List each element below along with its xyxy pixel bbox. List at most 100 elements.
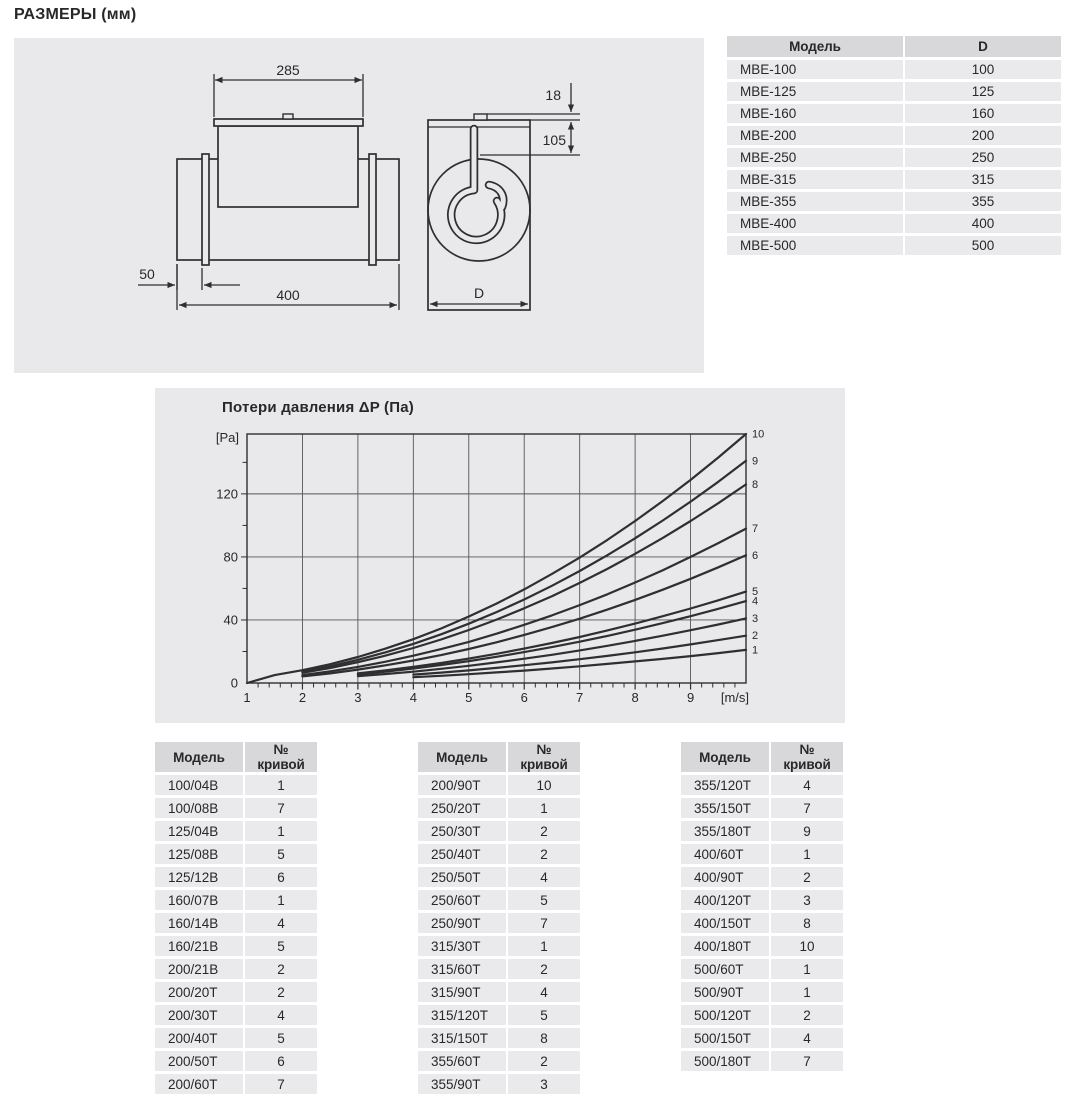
value-cell: 4 <box>245 1005 317 1025</box>
model-cell: 355/60Т <box>418 1051 506 1071</box>
value-cell: 5 <box>508 890 580 910</box>
curve-10 <box>245 432 748 685</box>
table-row: 160/21В 5 <box>155 936 317 956</box>
value-cell: 5 <box>508 1005 580 1025</box>
model-cell: МВЕ-160 <box>727 104 903 123</box>
curve-label-5: 5 <box>752 586 758 598</box>
model-cell: 315/150Т <box>418 1028 506 1048</box>
value-cell: 9 <box>771 821 843 841</box>
value-cell: 1 <box>245 890 317 910</box>
value-cell: 2 <box>771 1005 843 1025</box>
curve-table-3: Модель № кривой 355/120Т 4 355/150Т 7 355/180Т… <box>679 739 845 1074</box>
model-cell: 100/08В <box>155 798 243 818</box>
curve-4 <box>356 600 748 676</box>
table-row: 125/04В 1 <box>155 821 317 841</box>
table-row: 400/120Т 3 <box>681 890 843 910</box>
value-cell: 125 <box>905 82 1061 101</box>
chart-title: Потери давления ΔP (Па) <box>222 399 414 416</box>
model-cell: 160/07В <box>155 890 243 910</box>
table-row: МВЕ-160 160 <box>727 104 1061 123</box>
value-cell: 500 <box>905 236 1061 255</box>
value-cell: 8 <box>508 1028 580 1048</box>
table-row: 400/90Т 2 <box>681 867 843 887</box>
table-row: 200/30Т 4 <box>155 1005 317 1025</box>
table-row: 160/14В 4 <box>155 913 317 933</box>
value-cell: 2 <box>508 1051 580 1071</box>
table-row: МВЕ-200 200 <box>727 126 1061 145</box>
model-cell: 500/90Т <box>681 982 769 1002</box>
header-row: Модель № кривой <box>155 742 317 772</box>
table-row: 200/60Т 7 <box>155 1074 317 1094</box>
table-row: 315/150Т 8 <box>418 1028 580 1048</box>
value-cell: 2 <box>508 959 580 979</box>
value-cell: 1 <box>508 798 580 818</box>
value-cell: 100 <box>905 60 1061 79</box>
value-cell: 2 <box>508 844 580 864</box>
curve-6 <box>301 554 748 678</box>
terminal-box-lid <box>213 118 364 127</box>
terminal-box <box>217 125 359 208</box>
table-row: 250/20Т 1 <box>418 798 580 818</box>
table-row: 100/08В 7 <box>155 798 317 818</box>
model-cell: МВЕ-500 <box>727 236 903 255</box>
model-cell: 500/180Т <box>681 1051 769 1071</box>
curve-9 <box>301 459 748 673</box>
value-cell: 7 <box>508 913 580 933</box>
value-cell: 1 <box>771 844 843 864</box>
column-header: № кривой <box>508 742 580 772</box>
value-cell: 5 <box>245 1028 317 1048</box>
heating-element <box>446 124 508 245</box>
model-cell: 250/60Т <box>418 890 506 910</box>
model-cell: 400/60Т <box>681 844 769 864</box>
table-row: 250/40Т 2 <box>418 844 580 864</box>
side-view <box>176 113 400 266</box>
header-row: Модель № кривой <box>681 742 843 772</box>
value-cell: 1 <box>245 775 317 795</box>
value-cell: 4 <box>508 982 580 1002</box>
column-header: Модель <box>681 742 769 772</box>
curve-label-9: 9 <box>752 455 758 467</box>
model-cell: 160/21В <box>155 936 243 956</box>
column-header: № кривой <box>771 742 843 772</box>
table-row: МВЕ-125 125 <box>727 82 1061 101</box>
table-row: 200/90Т 10 <box>418 775 580 795</box>
y-tick-label: 120 <box>216 486 238 501</box>
table-row: МВЕ-355 355 <box>727 192 1061 211</box>
table-row: 125/12В 6 <box>155 867 317 887</box>
dim-text-diameter: D <box>474 285 484 301</box>
front-view-dimensions <box>430 83 580 308</box>
x-tick-label: 1 <box>243 690 250 705</box>
model-cell: 200/20Т <box>155 982 243 1002</box>
y-tick-label: 80 <box>224 549 238 564</box>
model-cell: 125/04В <box>155 821 243 841</box>
value-cell: 4 <box>771 1028 843 1048</box>
model-cell: МВЕ-250 <box>727 148 903 167</box>
model-cell: 400/120Т <box>681 890 769 910</box>
model-cell: МВЕ-355 <box>727 192 903 211</box>
model-cell: 315/60Т <box>418 959 506 979</box>
model-cell: 200/50Т <box>155 1051 243 1071</box>
table-row: 315/30Т 1 <box>418 936 580 956</box>
dimension-drawing: 285 50 400 18 105 D <box>138 62 580 311</box>
model-cell: МВЕ-400 <box>727 214 903 233</box>
model-cell: 400/150Т <box>681 913 769 933</box>
curve-2 <box>412 634 748 676</box>
table-row: 315/90Т 4 <box>418 982 580 1002</box>
table-row: МВЕ-315 315 <box>727 170 1061 189</box>
front-lid-nub <box>473 113 488 121</box>
y-axis-unit: [Pa] <box>216 430 239 445</box>
model-cell: 400/180Т <box>681 936 769 956</box>
x-tick-label: 5 <box>465 690 472 705</box>
table-row: 500/90Т 1 <box>681 982 843 1002</box>
value-cell: 7 <box>245 798 317 818</box>
table-row: 500/60Т 1 <box>681 959 843 979</box>
side-view-dimensions <box>138 74 400 310</box>
value-cell: 3 <box>771 890 843 910</box>
value-cell: 2 <box>508 821 580 841</box>
model-cell: 125/08В <box>155 844 243 864</box>
value-cell: 4 <box>245 913 317 933</box>
model-cell: 200/30Т <box>155 1005 243 1025</box>
value-cell: 315 <box>905 170 1061 189</box>
table-row: 200/20Т 2 <box>155 982 317 1002</box>
curve-8 <box>301 483 748 674</box>
